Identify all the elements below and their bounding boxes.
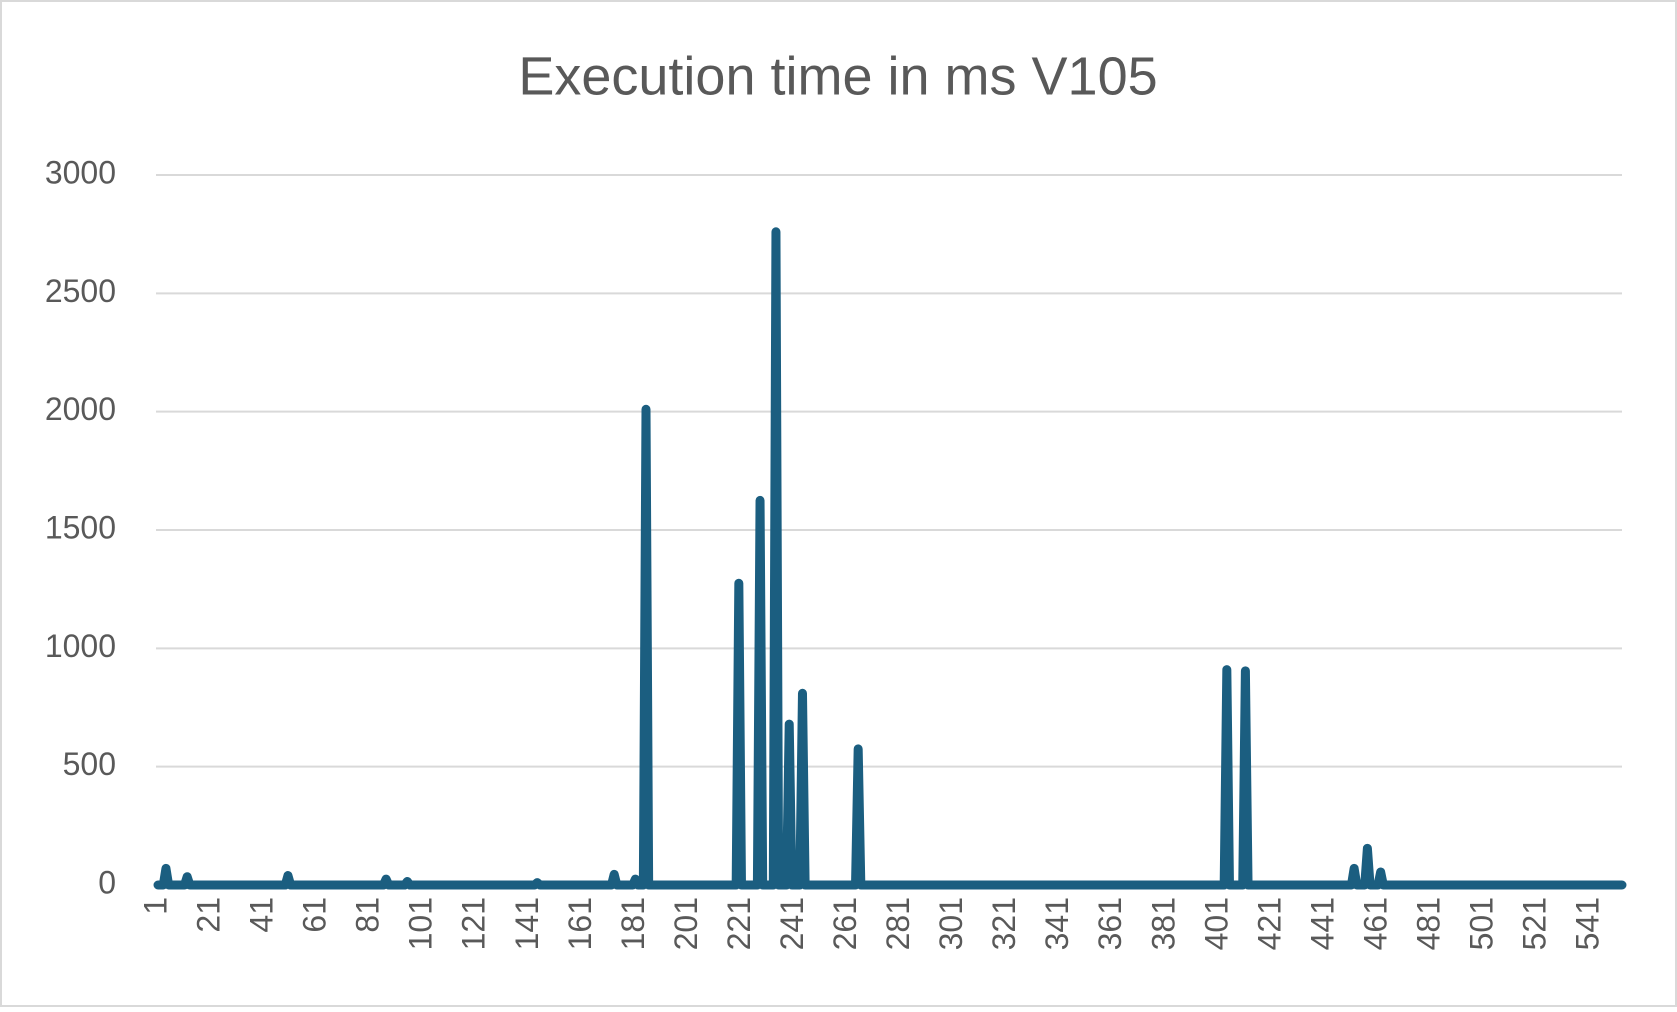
x-tick-label: 221 [721, 897, 757, 950]
x-tick-label: 461 [1357, 897, 1393, 950]
x-tick-label: 421 [1251, 897, 1287, 950]
x-tick-label: 441 [1304, 897, 1340, 950]
x-tick-label: 501 [1464, 897, 1500, 950]
y-tick-label: 3000 [45, 154, 116, 190]
x-tick-label: 241 [774, 897, 810, 950]
y-tick-label: 500 [63, 746, 116, 782]
x-tick-label: 361 [1092, 897, 1128, 950]
y-tick-label: 1500 [45, 509, 116, 545]
x-tick-label: 481 [1410, 897, 1446, 950]
x-tick-label: 541 [1570, 897, 1606, 950]
x-tick-label: 281 [880, 897, 916, 950]
y-tick-label: 1000 [45, 628, 116, 664]
chart-title: Execution time in ms V105 [518, 46, 1157, 106]
x-tick-label: 61 [297, 897, 333, 933]
x-tick-label: 201 [668, 897, 704, 950]
x-tick-label: 101 [403, 897, 439, 950]
x-tick-label: 401 [1198, 897, 1234, 950]
x-tick-label: 381 [1145, 897, 1181, 950]
x-tick-label: 21 [190, 897, 226, 933]
x-tick-label: 81 [350, 897, 386, 933]
x-tick-label: 301 [933, 897, 969, 950]
x-tick-label: 1 [137, 897, 173, 915]
y-tick-label: 2500 [45, 273, 116, 309]
x-tick-label: 321 [986, 897, 1022, 950]
y-tick-label: 0 [98, 864, 116, 900]
x-tick-label: 41 [244, 897, 280, 933]
x-tick-label: 521 [1517, 897, 1553, 950]
x-tick-label: 261 [827, 897, 863, 950]
x-tick-label: 161 [562, 897, 598, 950]
y-tick-label: 2000 [45, 391, 116, 427]
x-tick-label: 181 [615, 897, 651, 950]
x-tick-label: 141 [509, 897, 545, 950]
x-tick-label: 341 [1039, 897, 1075, 950]
line-series [153, 227, 1627, 890]
x-tick-label: 121 [456, 897, 492, 950]
